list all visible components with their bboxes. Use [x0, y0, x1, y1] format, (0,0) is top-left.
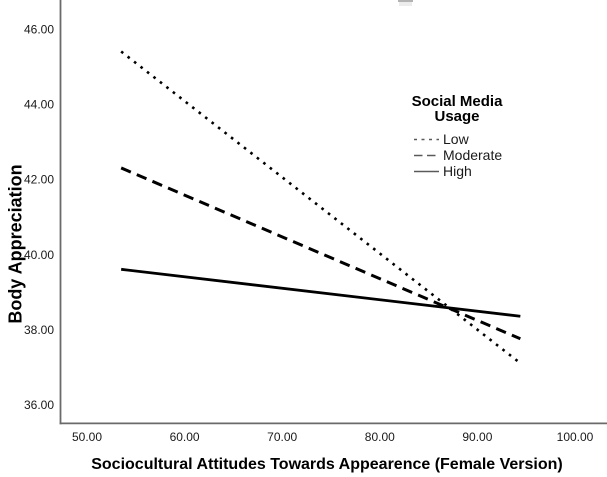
legend-sample-dotted-line [414, 138, 439, 140]
legend-rows: Low Moderate High [401, 131, 513, 179]
legend-sample-solid-line [414, 170, 439, 172]
cropped-edge-artifact [398, 0, 413, 2]
y-tick-label: 42.00 [24, 173, 54, 187]
series-line-low [120, 50, 522, 365]
y-tick-label: 44.00 [24, 98, 54, 112]
legend-item-label: High [443, 163, 472, 179]
x-tick-label: 70.00 [267, 430, 297, 444]
legend-item-low: Low [413, 131, 513, 147]
x-tick-label: 100.00 [557, 430, 594, 444]
y-tick-label: 46.00 [24, 23, 54, 37]
y-tick-label: 38.00 [24, 323, 54, 337]
x-tick-label: 90.00 [462, 430, 492, 444]
legend-title: Social Media Usage [411, 93, 503, 125]
y-tick-label: 40.00 [24, 248, 54, 262]
legend: Social Media Usage Low Moderate High [401, 94, 513, 179]
legend-item-high: High [413, 163, 513, 179]
legend-item-label: Moderate [443, 147, 503, 163]
legend-item-label: Low [443, 131, 469, 147]
series-line-high [120, 267, 521, 318]
series-line-moderate [120, 166, 521, 341]
x-tick-label: 60.00 [170, 430, 200, 444]
x-tick-label: 80.00 [365, 430, 395, 444]
y-tick-label: 36.00 [24, 398, 54, 412]
y-axis-title: Body Appreciation [5, 164, 26, 324]
x-axis-title: Sociocultural Attitudes Towards Appearen… [91, 456, 563, 473]
cropped-edge-artifact-smudge [399, 2, 412, 6]
legend-item-moderate: Moderate [413, 147, 513, 163]
legend-sample-dashed-line [414, 154, 439, 156]
x-tick-label: 50.00 [72, 430, 102, 444]
